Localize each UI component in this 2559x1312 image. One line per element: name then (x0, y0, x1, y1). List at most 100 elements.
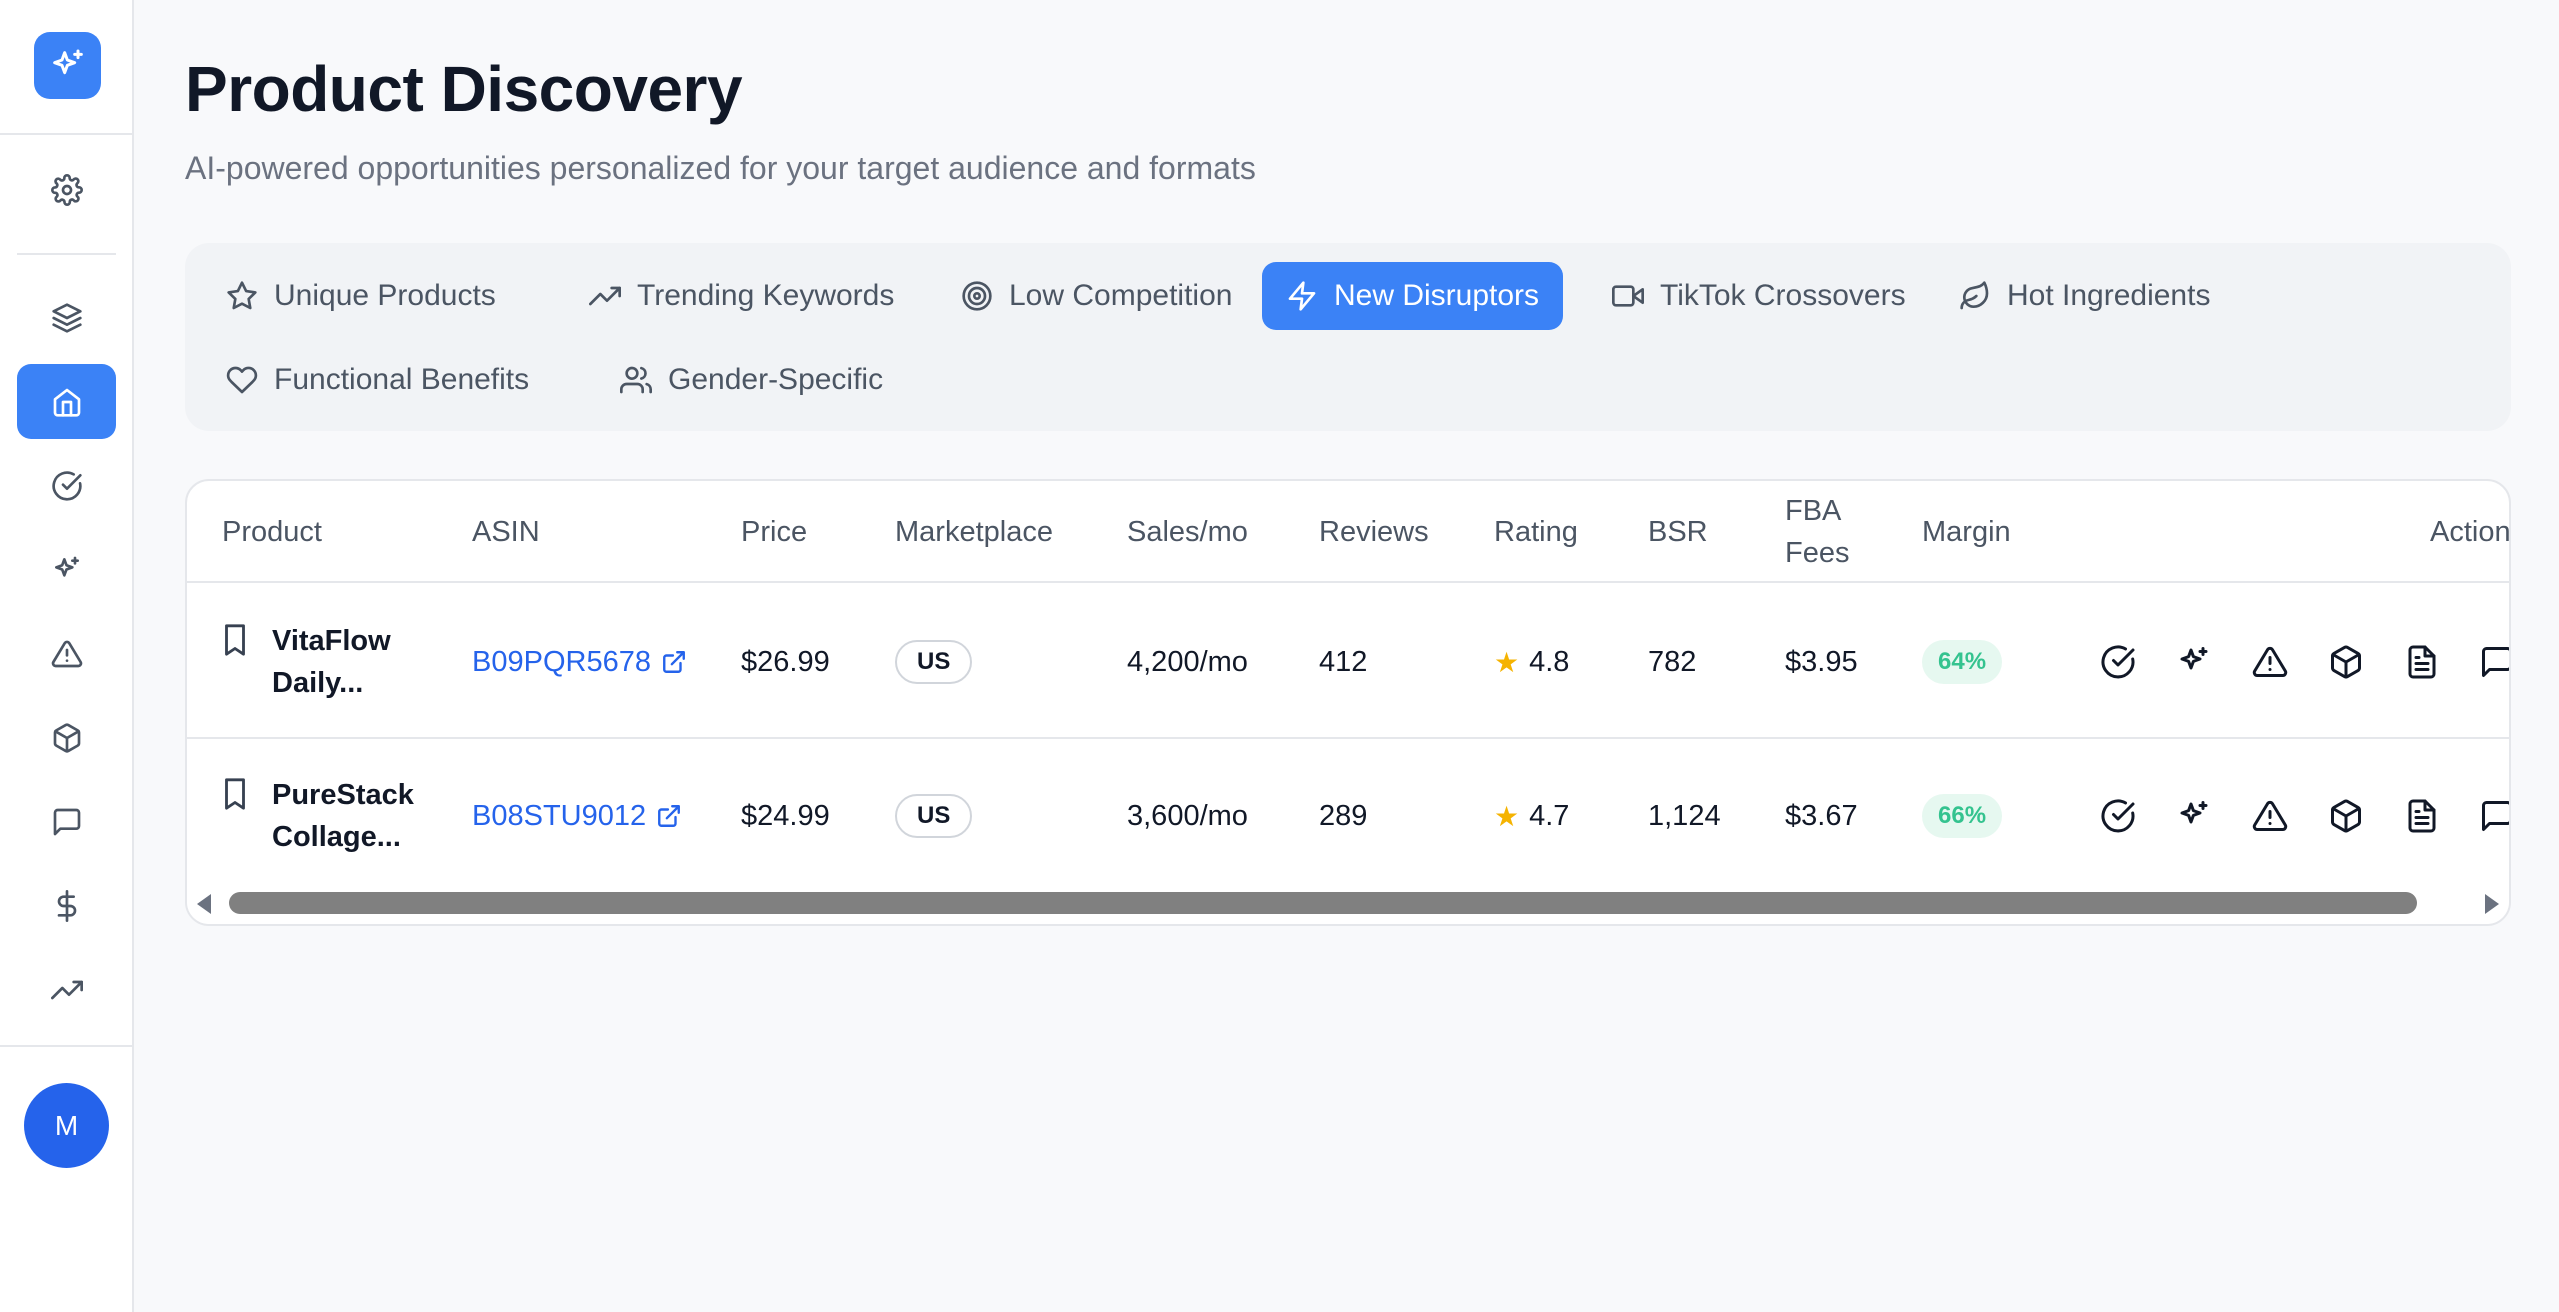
tab-label: Low Competition (1009, 279, 1233, 312)
scroll-left-arrow[interactable] (197, 894, 211, 914)
bsr-value: 1,124 (1648, 799, 1721, 832)
bookmark-icon (225, 778, 245, 810)
check-circle-icon (2101, 799, 2135, 833)
product-name[interactable]: VitaFlow Daily... (272, 625, 391, 699)
column-header-sales[interactable]: Sales/mo (1127, 516, 1248, 548)
sidebar-item-alerts[interactable] (17, 616, 116, 691)
scrollbar-thumb[interactable] (229, 892, 2417, 914)
table-header: Product ASIN Price Marketplace Sales/mo … (187, 481, 2509, 583)
column-header-marketplace[interactable]: Marketplace (895, 516, 1053, 548)
tab-label: TikTok Crossovers (1660, 279, 1906, 312)
sidebar-item-layers[interactable] (17, 280, 116, 355)
external-link-icon (658, 805, 681, 827)
asin-link[interactable]: B09PQR5678 (472, 585, 687, 739)
sidebar-item-tasks[interactable] (17, 448, 116, 523)
discovery-tabs: Unique Products Trending Keywords Low Co… (185, 243, 2511, 431)
sidebar-item-settings[interactable] (17, 152, 116, 227)
sidebar-divider (0, 133, 134, 135)
tab-trending-keywords[interactable]: Trending Keywords (565, 262, 918, 330)
check-circle-icon (51, 470, 82, 501)
ai-analyze-button[interactable] (2174, 796, 2214, 836)
products-table: Product ASIN Price Marketplace Sales/mo … (185, 479, 2511, 926)
zap-icon (1288, 281, 1316, 311)
sidebar-item-pricing[interactable] (17, 868, 116, 943)
rating: ★ 4.7 (1494, 739, 1569, 893)
sparkles-icon (2180, 647, 2208, 670)
package-icon (2331, 645, 2361, 679)
star-icon: ★ (1494, 646, 1520, 678)
rating-value: 4.8 (1529, 645, 1570, 678)
sourcing-button[interactable] (2326, 642, 2366, 682)
margin-badge: 64% (1922, 640, 2003, 684)
column-header-product[interactable]: Product (222, 516, 322, 548)
risk-button[interactable] (2250, 796, 2290, 836)
trending-up-icon (589, 286, 621, 306)
tab-label: Unique Products (274, 279, 496, 312)
fba-fees: $3.67 (1785, 799, 1858, 832)
tab-unique-products[interactable]: Unique Products (202, 262, 520, 330)
bookmark-button[interactable] (220, 563, 250, 717)
video-icon (1612, 285, 1644, 307)
bsr-value: 782 (1648, 645, 1697, 678)
risk-button[interactable] (2250, 642, 2290, 682)
asin-link[interactable]: B08STU9012 (472, 739, 682, 893)
message-square-icon (2482, 801, 2509, 831)
product-name[interactable]: PureStack Collage... (272, 779, 414, 853)
bookmark-button[interactable] (220, 717, 250, 871)
check-circle-icon (2101, 645, 2135, 679)
settings-gear-icon (50, 173, 83, 206)
column-header-margin[interactable]: Margin (1922, 516, 2011, 548)
marketplace-badge: US (895, 640, 973, 684)
ai-analyze-button[interactable] (2174, 642, 2214, 682)
horizontal-scrollbar[interactable] (187, 886, 2509, 924)
layers-icon (51, 302, 82, 333)
column-header-bsr[interactable]: BSR (1648, 516, 1708, 548)
tab-tiktok-crossovers[interactable]: TikTok Crossovers (1588, 262, 1930, 330)
tab-low-competition[interactable]: Low Competition (937, 262, 1256, 330)
column-header-asin[interactable]: ASIN (472, 516, 540, 548)
table-row[interactable]: VitaFlow Daily... B09PQR5678 $26.99 US 4… (187, 585, 2509, 739)
validate-button[interactable] (2098, 796, 2138, 836)
dollar-icon (57, 889, 76, 922)
report-button[interactable] (2402, 642, 2442, 682)
column-header-rating[interactable]: Rating (1494, 516, 1578, 548)
message-square-icon (53, 808, 80, 835)
sidebar-item-messages[interactable] (17, 784, 116, 859)
column-header-fba-fees[interactable]: FBA Fees (1785, 495, 1850, 569)
validate-button[interactable] (2098, 642, 2138, 682)
tab-gender-specific[interactable]: Gender-Specific (596, 346, 907, 414)
sidebar-item-trends[interactable] (17, 952, 116, 1027)
column-header-reviews[interactable]: Reviews (1319, 516, 1429, 548)
app-logo[interactable] (34, 32, 101, 99)
scroll-right-arrow[interactable] (2485, 894, 2499, 914)
price: $26.99 (741, 645, 830, 678)
fba-fees: $3.95 (1785, 645, 1858, 678)
star-icon: ★ (1494, 800, 1520, 832)
tab-new-disruptors[interactable]: New Disruptors (1262, 262, 1564, 330)
target-icon (962, 281, 992, 311)
rating: ★ 4.8 (1494, 585, 1569, 739)
tab-hot-ingredients[interactable]: Hot Ingredients (1935, 262, 2234, 330)
sidebar-divider (0, 1045, 134, 1047)
margin-badge: 66% (1922, 794, 2003, 838)
table-row[interactable]: PureStack Collage... B08STU9012 $24.99 U… (187, 739, 2509, 893)
star-icon (227, 281, 257, 310)
page-subtitle: AI-powered opportunities personalized fo… (185, 150, 1256, 186)
tab-functional-benefits[interactable]: Functional Benefits (202, 346, 553, 414)
tab-label: Hot Ingredients (2007, 279, 2211, 312)
comment-button[interactable] (2477, 642, 2509, 682)
sidebar-item-ai[interactable] (17, 532, 116, 607)
comment-button[interactable] (2477, 796, 2509, 836)
sparkles-icon (52, 49, 83, 74)
sidebar-item-home[interactable] (17, 364, 116, 439)
column-header-price[interactable]: Price (741, 516, 808, 548)
users-icon (620, 366, 652, 394)
sourcing-button[interactable] (2326, 796, 2366, 836)
sidebar-item-products[interactable] (17, 700, 116, 775)
page-title: Product Discovery (185, 53, 743, 125)
message-square-icon (2482, 647, 2509, 677)
sales-per-month: 3,600/mo (1127, 799, 1248, 832)
avatar[interactable]: M (24, 1083, 109, 1168)
trending-up-icon (50, 980, 83, 999)
report-button[interactable] (2402, 796, 2442, 836)
